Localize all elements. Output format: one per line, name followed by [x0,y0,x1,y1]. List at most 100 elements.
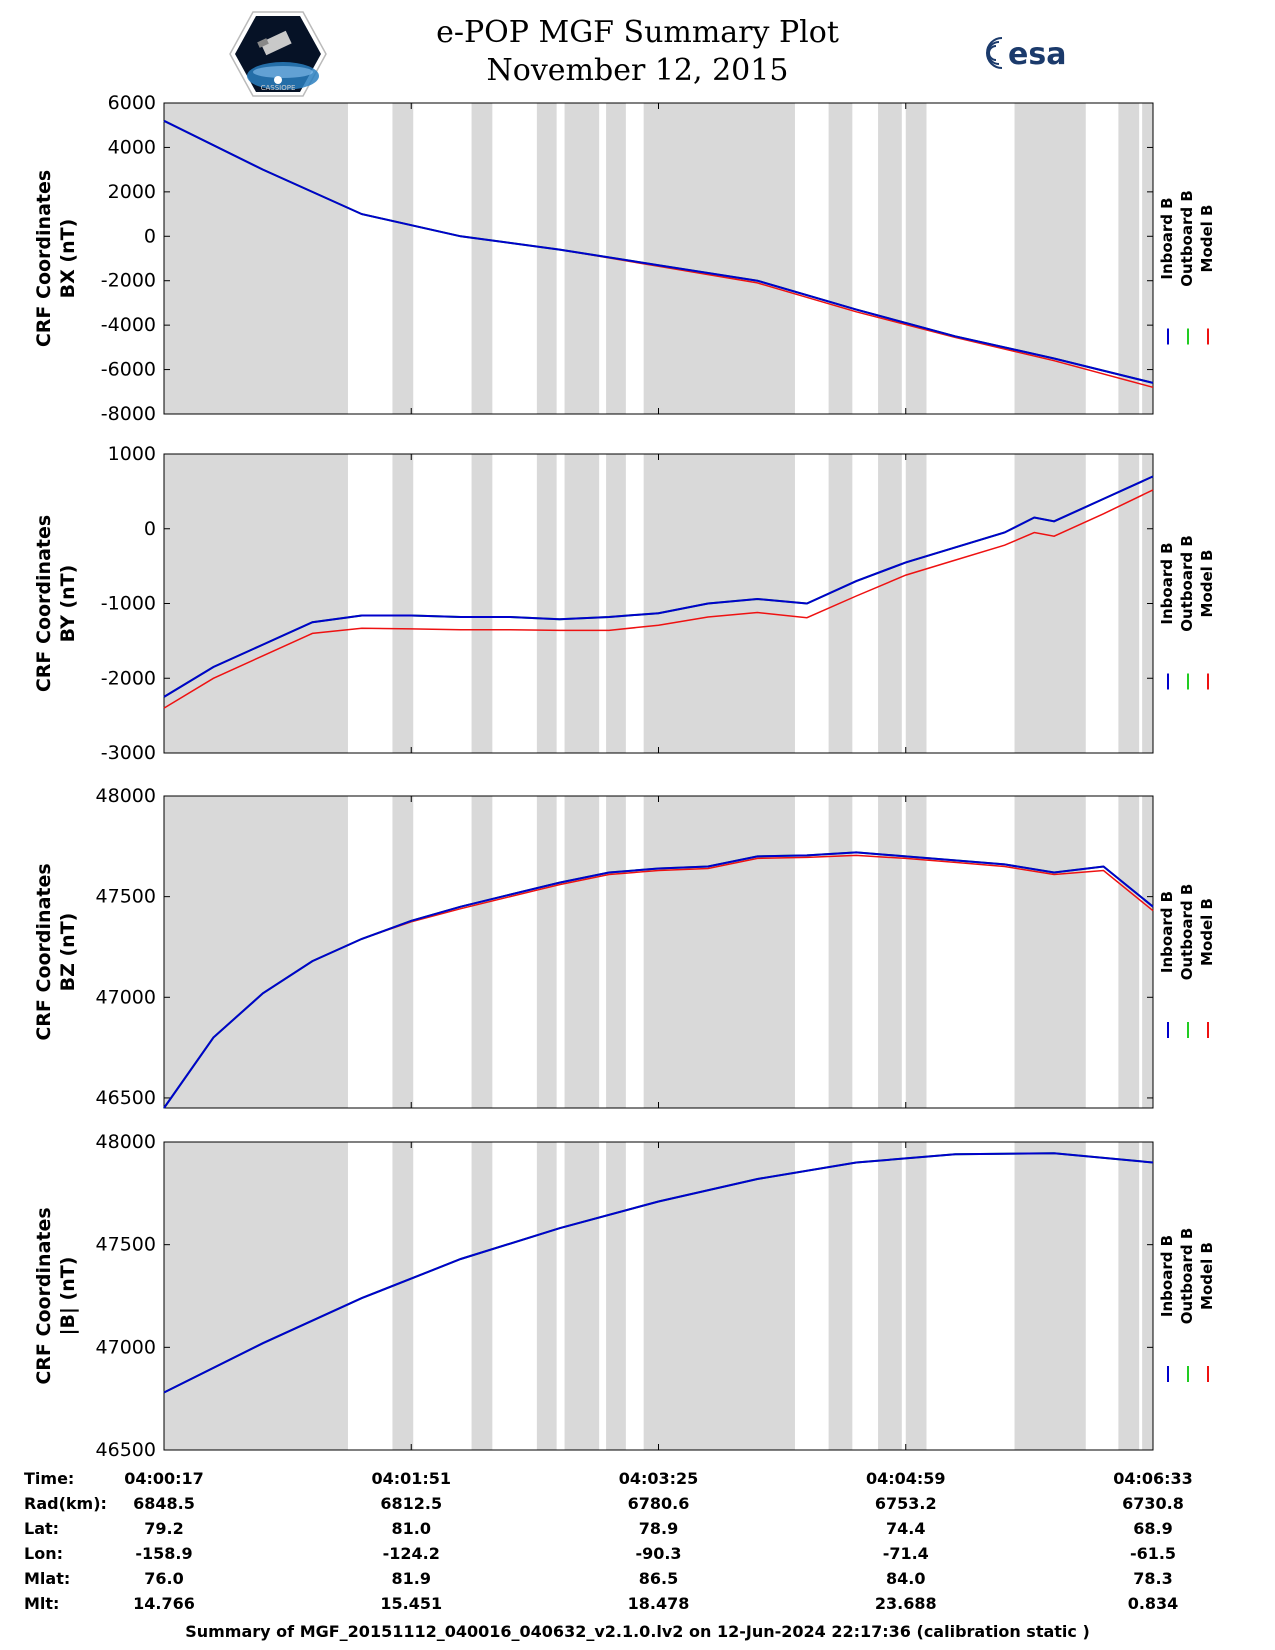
gap-band-2-9 [878,454,902,753]
ephemeris-value-4-1: 04:04:59 [866,1469,946,1488]
y-axis-label-3: CRF Coordinates [33,863,55,1040]
gap-band-3-12 [1118,796,1140,1108]
y-tick-label-3-1: 48000 [96,785,156,807]
legend-label-2-3: Model B [1198,550,1216,618]
y-tick-label-1-1: 6000 [108,92,156,114]
gap-band-3-10 [905,796,927,1108]
gap-band-2-5 [564,454,600,753]
ephemeris-value-5-1: 04:06:33 [1113,1469,1193,1488]
ephemeris-row-label-2: Rad(km): [24,1494,107,1513]
gap-band-2-11 [1014,454,1086,753]
y-tick-label-1-7: -6000 [101,359,156,381]
ephemeris-value-5-2: 6730.8 [1122,1494,1184,1513]
y-tick-label-1-8: -8000 [101,403,156,425]
gap-band-3-3 [471,796,493,1108]
gap-band-4-10 [905,1142,927,1450]
y-tick-label-4-4: 46500 [96,1439,156,1461]
gap-band-4-2 [392,1142,414,1450]
gap-band-4-1 [164,1142,348,1450]
ephemeris-row-label-6: Mlt: [24,1594,59,1613]
legend-label-1-3: Model B [1198,205,1216,273]
ephemeris-value-2-5: 81.9 [392,1569,431,1588]
legend-label-2-1: Inboard B [1158,542,1176,624]
ephemeris-value-2-2: 6812.5 [380,1494,442,1513]
y-tick-label-1-2: 4000 [108,136,156,158]
legend-label-1-2: Outboard B [1178,190,1196,287]
gap-band-2-4 [536,454,557,753]
ephemeris-value-4-6: 23.688 [875,1594,937,1613]
gap-band-3-5 [564,796,600,1108]
gap-band-4-9 [878,1142,902,1450]
y-axis-unit-label-3: BZ (nT) [57,913,79,992]
gap-band-3-13 [1142,796,1153,1108]
gap-band-4-3 [471,1142,493,1450]
legend-label-3-1: Inboard B [1158,891,1176,973]
series-line-3-inboard-b [163,851,1154,1109]
gap-band-3-4 [536,796,557,1108]
ephemeris-value-3-4: -90.3 [635,1544,681,1563]
plot-date: November 12, 2015 [486,53,789,88]
gap-band-4-6 [606,1142,626,1450]
y-tick-label-4-1: 48000 [96,1131,156,1153]
series-line-2-inboard-b [163,475,1154,698]
y-tick-label-3-3: 47000 [96,986,156,1008]
gap-band-4-4 [536,1142,557,1450]
gap-band-4-13 [1142,1142,1153,1450]
cassiope-mission-logo: CASSIOPE [229,11,327,97]
gap-band-3-8 [828,796,853,1108]
y-tick-label-4-2: 47500 [96,1234,156,1256]
ephemeris-value-4-4: -71.4 [883,1544,929,1563]
ephemeris-value-1-1: 04:00:17 [124,1469,204,1488]
gap-band-3-7 [643,796,795,1108]
ephemeris-value-5-4: -61.5 [1130,1544,1176,1563]
gap-band-4-5 [564,1142,600,1450]
ephemeris-value-3-3: 78.9 [639,1519,678,1538]
ephemeris-row-label-4: Lon: [24,1544,63,1563]
y-axis-unit-label-4: |B| (nT) [57,1257,79,1336]
ephemeris-value-4-2: 6753.2 [875,1494,937,1513]
gap-band-3-9 [878,796,902,1108]
gap-band-1-12 [1118,103,1140,414]
y-tick-label-1-4: 0 [144,225,156,247]
y-axis-label-1: CRF Coordinates [33,170,55,347]
ephemeris-row-label-3: Lat: [24,1519,59,1538]
legend-label-4-2: Outboard B [1178,1228,1196,1325]
esa-logo: esa [986,37,1066,72]
legend-label-4-1: Inboard B [1158,1235,1176,1317]
y-tick-label-3-2: 47500 [96,886,156,908]
legend-label-4-3: Model B [1198,1242,1216,1310]
y-axis-unit-label-1: BX (nT) [57,219,79,299]
plot-title: e-POP MGF Summary Plot [436,15,839,50]
ephemeris-value-2-6: 15.451 [380,1594,442,1613]
y-tick-label-3-4: 46500 [96,1087,156,1109]
ephemeris-value-1-2: 6848.5 [133,1494,195,1513]
gap-band-1-11 [1014,103,1086,414]
gap-band-1-2 [392,103,414,414]
gap-band-2-1 [164,454,348,753]
y-tick-label-1-6: -4000 [101,314,156,336]
gap-band-3-6 [606,796,626,1108]
gap-band-3-11 [1014,796,1086,1108]
y-axis-label-2: CRF Coordinates [33,515,55,692]
y-tick-label-2-2: 0 [144,518,156,540]
gap-band-2-10 [905,454,927,753]
y-axis-unit-label-2: BY (nT) [57,565,79,643]
y-tick-label-4-3: 47000 [96,1336,156,1358]
gap-band-1-3 [471,103,493,414]
series-line-2-model-b [163,489,1154,709]
gap-band-1-7 [643,103,795,414]
esa-logo-text: esa [1008,37,1066,72]
gap-band-2-12 [1118,454,1140,753]
gap-band-2-3 [471,454,493,753]
series-line-4-inboard-b [163,1152,1154,1394]
summary-footer: Summary of MGF_20151112_040016_040632_v2… [185,1622,1090,1641]
ephemeris-value-3-5: 86.5 [639,1569,678,1588]
gap-band-3-1 [164,796,348,1108]
gap-band-4-8 [828,1142,853,1450]
gap-band-4-7 [643,1142,795,1450]
legend-label-3-3: Model B [1198,898,1216,966]
ephemeris-value-4-5: 84.0 [886,1569,925,1588]
ephemeris-value-1-4: -158.9 [135,1544,192,1563]
y-tick-label-2-3: -1000 [101,593,156,615]
